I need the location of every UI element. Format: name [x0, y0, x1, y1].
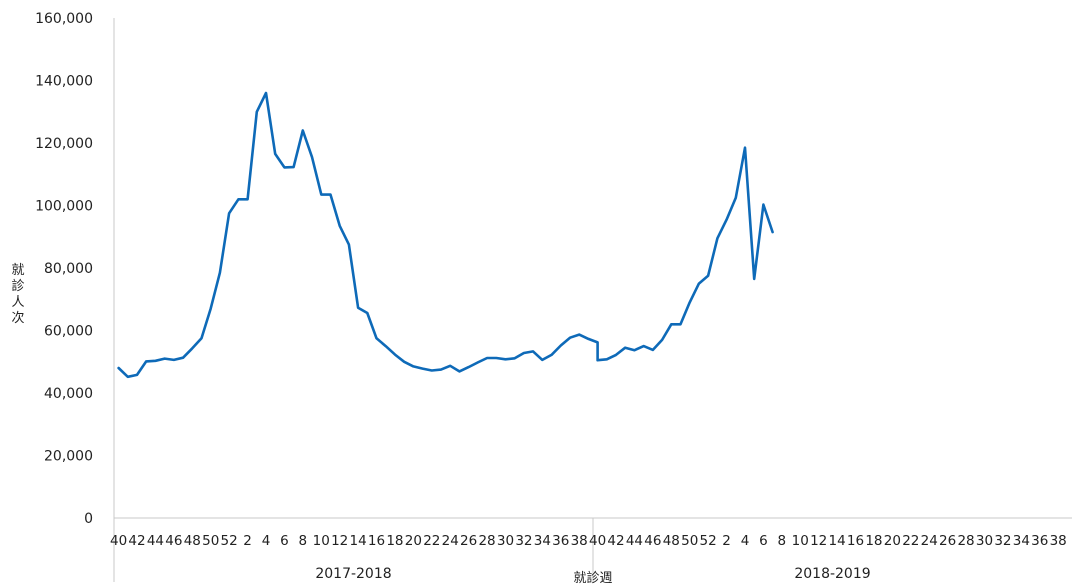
- x-tick-label: 38: [1050, 533, 1067, 549]
- x-tick-label: 34: [534, 533, 551, 549]
- x-tick-label: 22: [423, 533, 440, 549]
- x-tick-label: 46: [165, 533, 182, 549]
- season-label: 2017-2018: [315, 566, 391, 582]
- x-tick-label: 30: [976, 533, 993, 549]
- x-tick-label: 52: [221, 533, 238, 549]
- y-tick-label: 100,000: [35, 199, 93, 215]
- x-tick-label: 24: [442, 533, 459, 549]
- y-tick-label: 20,000: [44, 449, 93, 465]
- x-tick-label: 14: [829, 533, 846, 549]
- x-tick-label: 42: [128, 533, 145, 549]
- x-tick-label: 2: [243, 533, 252, 549]
- y-tick-label: 60,000: [44, 324, 93, 340]
- x-tick-label: 16: [847, 533, 864, 549]
- x-tick-label: 42: [607, 533, 624, 549]
- x-axis-title: 就診週: [573, 570, 612, 585]
- x-tick-label: 10: [792, 533, 809, 549]
- y-axis-ticks: 0 20,000 40,000 60,000 80,000 100,000 120,000 1…: [35, 11, 93, 527]
- season-label: 2018-2019: [794, 566, 870, 582]
- x-tick-label: 44: [147, 533, 164, 549]
- x-tick-label: 36: [1031, 533, 1048, 549]
- x-tick-label: 28: [478, 533, 495, 549]
- x-axis-ticks: 40 42 44 46 48 50 52 2 4 6 8 10 12 14 16 18 20 22 24 26 28 30…: [110, 533, 1067, 549]
- x-tick-label: 6: [280, 533, 289, 549]
- x-tick-label: 12: [810, 533, 827, 549]
- x-tick-label: 38: [571, 533, 588, 549]
- x-tick-label: 16: [368, 533, 385, 549]
- x-tick-label: 32: [515, 533, 532, 549]
- x-tick-label: 6: [759, 533, 768, 549]
- x-tick-label: 46: [644, 533, 661, 549]
- x-tick-label: 12: [331, 533, 348, 549]
- x-tick-label: 40: [589, 533, 606, 549]
- y-tick-label: 80,000: [44, 261, 93, 277]
- series-line-visits: [117, 91, 774, 379]
- x-tick-label: 26: [460, 533, 477, 549]
- y-tick-label: 140,000: [35, 74, 93, 90]
- x-tick-label: 50: [202, 533, 219, 549]
- x-tick-label: 28: [957, 533, 974, 549]
- x-tick-label: 52: [700, 533, 717, 549]
- season-labels: 2017-2018 2018-2019: [315, 566, 870, 582]
- x-tick-label: 48: [184, 533, 201, 549]
- y-tick-label: 0: [84, 511, 93, 527]
- x-tick-label: 24: [921, 533, 938, 549]
- x-tick-label: 4: [262, 533, 271, 549]
- x-tick-label: 14: [350, 533, 367, 549]
- y-tick-label: 120,000: [35, 136, 93, 152]
- x-tick-label: 8: [778, 533, 787, 549]
- x-tick-label: 36: [552, 533, 569, 549]
- x-tick-label: 18: [386, 533, 403, 549]
- series-points: [117, 92, 773, 378]
- x-tick-label: 48: [663, 533, 680, 549]
- y-axis-title: 就診人次: [11, 263, 24, 326]
- x-tick-label: 20: [884, 533, 901, 549]
- x-tick-label: 2: [722, 533, 731, 549]
- x-tick-label: 30: [497, 533, 514, 549]
- x-tick-label: 10: [313, 533, 330, 549]
- x-tick-label: 8: [299, 533, 308, 549]
- x-tick-label: 20: [405, 533, 422, 549]
- x-tick-label: 44: [626, 533, 643, 549]
- x-tick-label: 50: [681, 533, 698, 549]
- x-tick-label: 22: [902, 533, 919, 549]
- y-tick-label: 40,000: [44, 386, 93, 402]
- x-tick-label: 18: [865, 533, 882, 549]
- x-tick-label: 26: [939, 533, 956, 549]
- x-tick-label: 34: [1013, 533, 1030, 549]
- x-tick-label: 40: [110, 533, 127, 549]
- x-tick-label: 32: [994, 533, 1011, 549]
- y-tick-label: 160,000: [35, 11, 93, 27]
- x-tick-label: 4: [741, 533, 750, 549]
